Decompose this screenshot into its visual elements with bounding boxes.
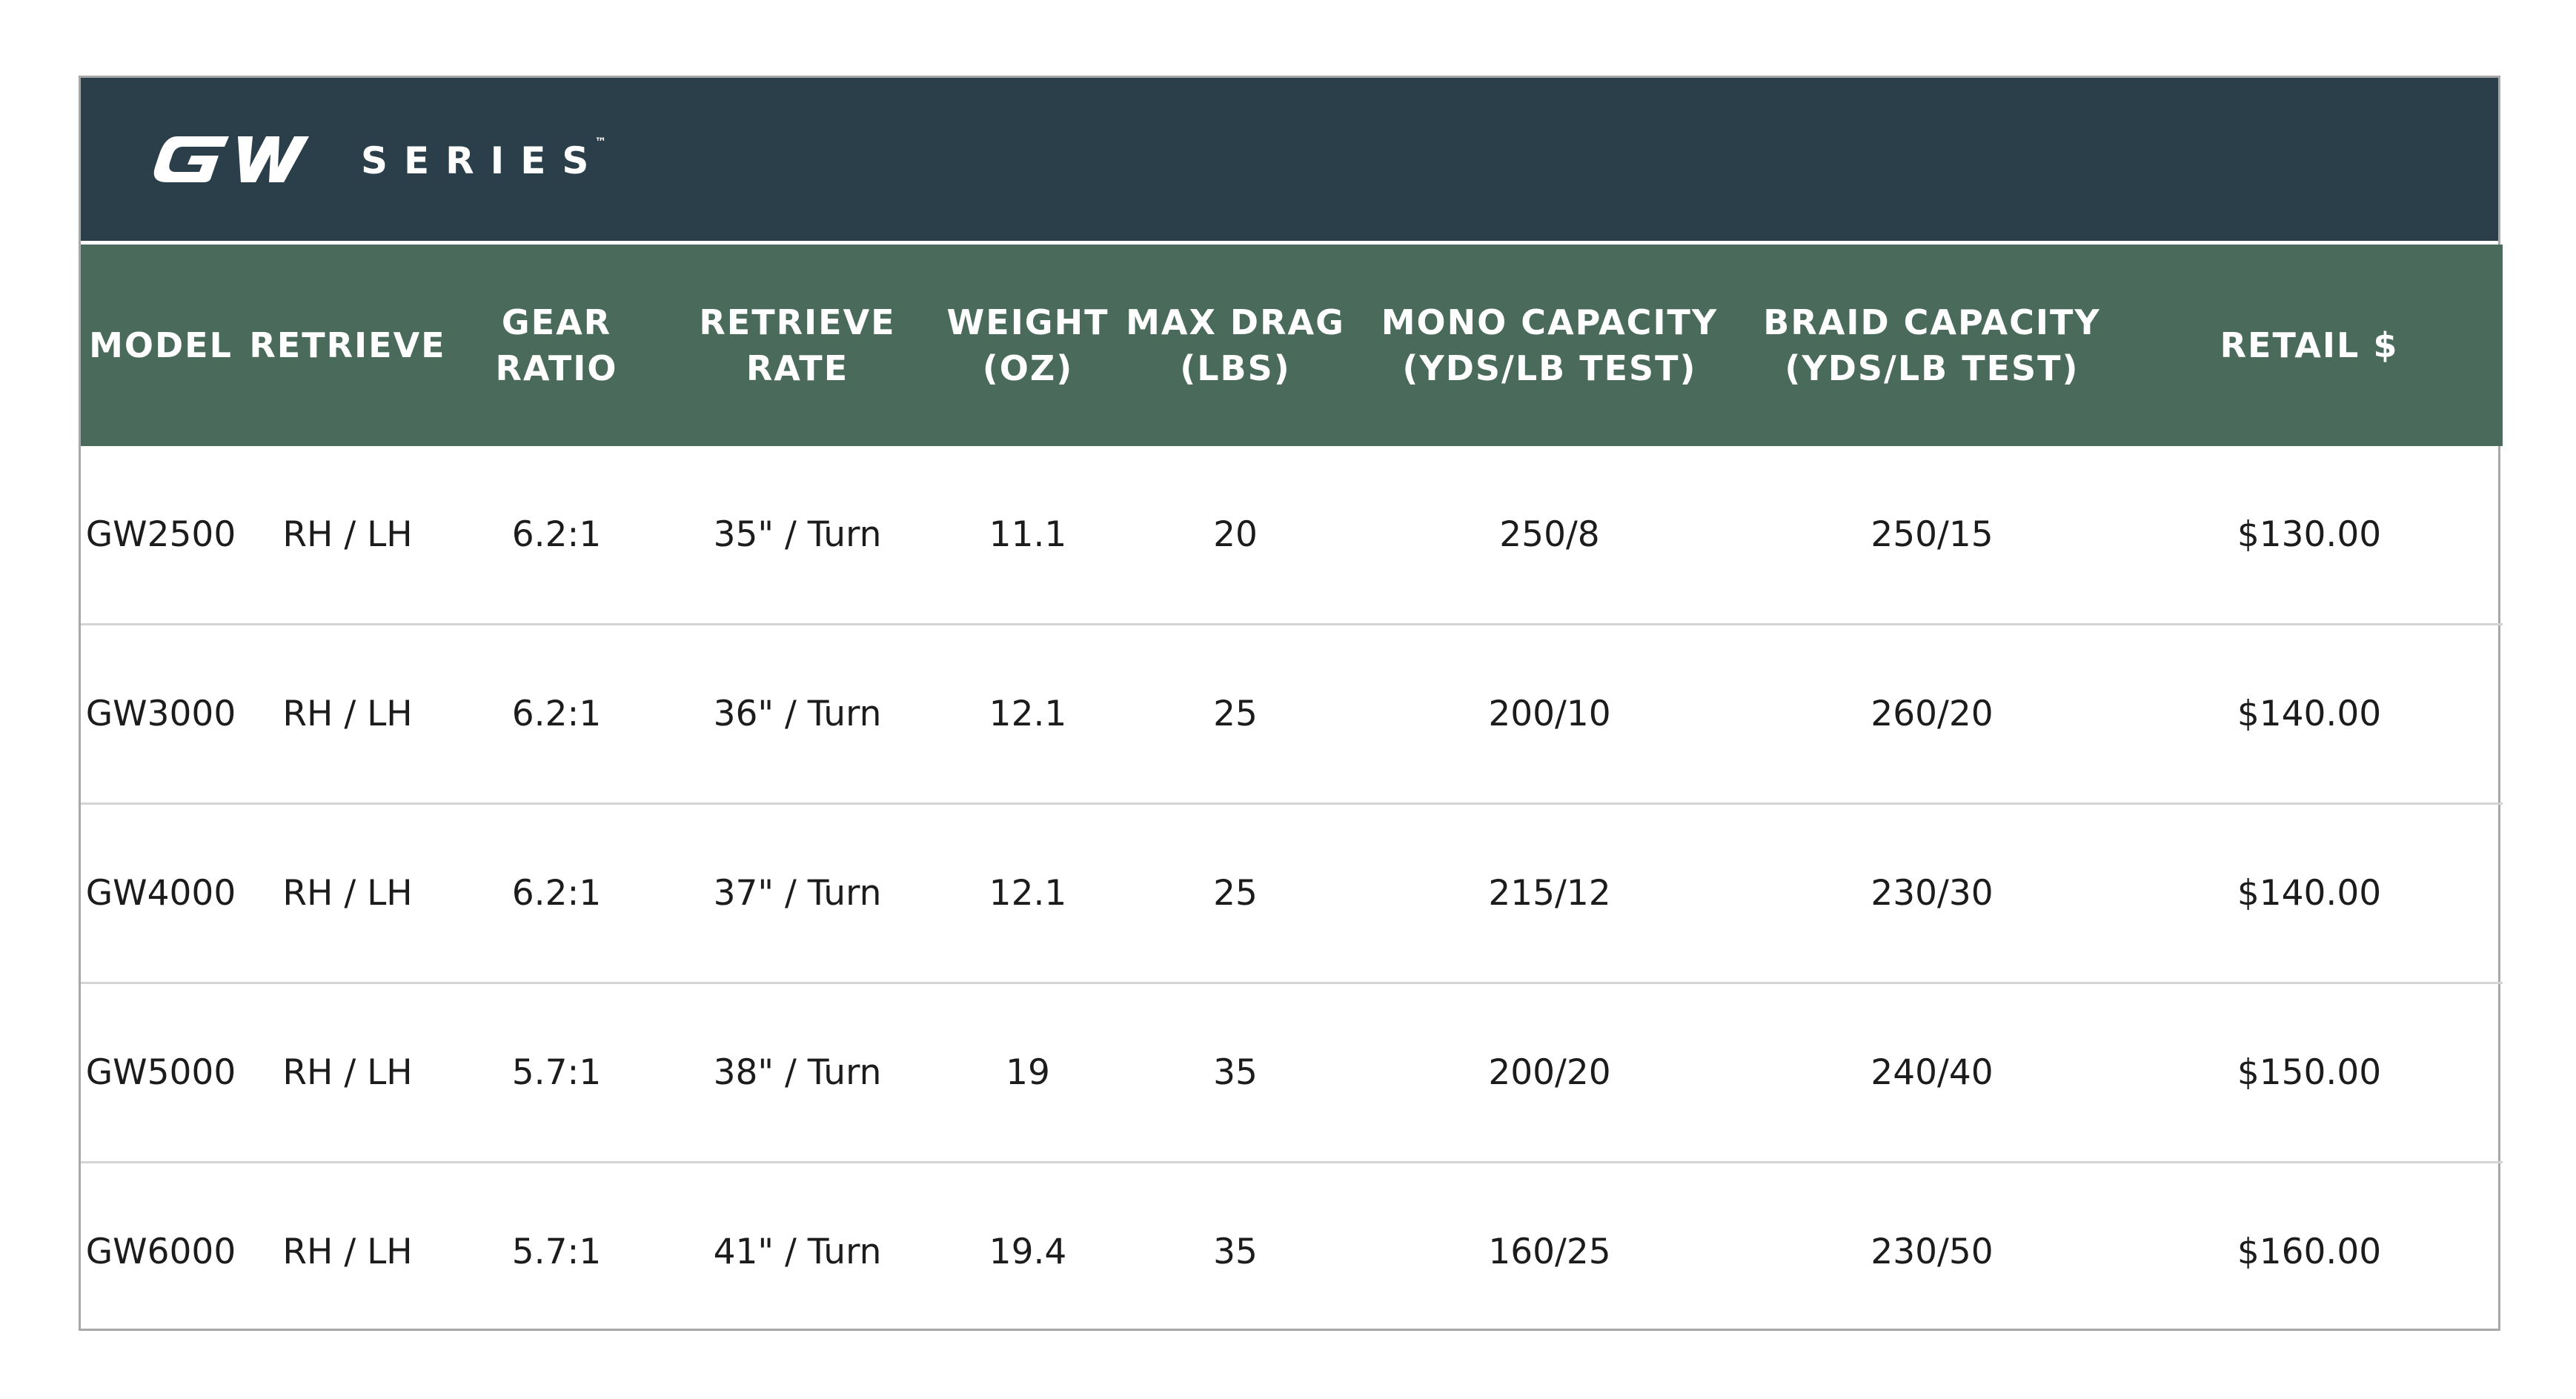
cell-retrieve: RH / LH	[241, 982, 454, 1163]
cell-retrieve-rate: 38" / Turn	[659, 982, 936, 1163]
cell-mono-capacity: 200/10	[1351, 623, 1748, 804]
cell-retrieve: RH / LH	[241, 802, 454, 983]
column-header-mono-capacity: MONO CAPACITY (YDS/LB TEST)	[1351, 245, 1748, 446]
cell-max-drag: 25	[1120, 802, 1351, 983]
cell-braid-capacity: 240/40	[1748, 982, 2116, 1163]
table-row: GW4000 RH / LH 6.2:1 37" / Turn 12.1 25 …	[81, 802, 2503, 983]
cell-model: GW6000	[81, 1161, 241, 1340]
column-header-retrieve: RETRIEVE	[241, 245, 454, 446]
cell-retrieve: RH / LH	[241, 623, 454, 804]
spec-table-card: SERIES™ MODEL RETRIEVE GEAR RATIO RETRIE…	[79, 76, 2503, 1340]
cell-retail-price: $160.00	[2116, 1161, 2503, 1340]
column-header-weight: WEIGHT (OZ)	[936, 245, 1120, 446]
cell-weight: 12.1	[936, 623, 1120, 804]
cell-retrieve: RH / LH	[282, 514, 413, 555]
cell-retail-price: $130.00	[2237, 514, 2382, 555]
trademark-symbol: ™	[594, 135, 607, 149]
cell-gear-ratio: 6.2:1	[454, 802, 659, 983]
cell-weight: 19	[936, 982, 1120, 1163]
table-row: GW2500 RH / LH 6.2:1 35" / Turn 11.1 20 …	[81, 446, 2503, 625]
cell-model: GW2500	[85, 514, 236, 555]
cell-gear-ratio: 5.7:1	[454, 1161, 659, 1340]
cell-model: GW5000	[81, 982, 241, 1163]
cell-gear-ratio: 5.7:1	[454, 982, 659, 1163]
cell-max-drag: 35	[1120, 982, 1351, 1163]
cell-retrieve-rate: 37" / Turn	[659, 802, 936, 983]
cell-braid-capacity: 250/15	[1870, 514, 1994, 555]
table-row: GW6000 RH / LH 5.7:1 41" / Turn 19.4 35 …	[81, 1161, 2503, 1340]
column-header-retail-price: RETAIL $	[2116, 245, 2503, 446]
column-header-model: MODEL	[81, 245, 241, 446]
cell-retail-price: $140.00	[2116, 802, 2503, 983]
specs-table: MODEL RETRIEVE GEAR RATIO RETRIEVE RATE …	[81, 245, 2503, 1340]
cell-mono-capacity: 160/25	[1351, 1161, 1748, 1340]
cell-braid-capacity: 260/20	[1748, 623, 2116, 804]
column-header-braid-capacity: BRAID CAPACITY (YDS/LB TEST)	[1748, 245, 2116, 446]
cell-weight: 12.1	[936, 802, 1120, 983]
brand-header: SERIES™	[81, 78, 2498, 245]
table-row: GW3000 RH / LH 6.2:1 36" / Turn 12.1 25 …	[81, 623, 2503, 804]
cell-retrieve-rate: 36" / Turn	[659, 623, 936, 804]
cell-weight: 19.4	[936, 1161, 1120, 1340]
column-header-max-drag: MAX DRAG (LBS)	[1120, 245, 1351, 446]
header-row: MODEL RETRIEVE GEAR RATIO RETRIEVE RATE …	[81, 245, 2503, 446]
table-row: GW5000 RH / LH 5.7:1 38" / Turn 19 35 20…	[81, 982, 2503, 1163]
cell-mono-capacity: 215/12	[1351, 802, 1748, 983]
cell-gear-ratio: 6.2:1	[454, 623, 659, 804]
cell-model: GW4000	[81, 802, 241, 983]
cell-retail-price: $140.00	[2116, 623, 2503, 804]
cell-retail-price: $150.00	[2116, 982, 2503, 1163]
cell-mono-capacity: 200/20	[1351, 982, 1748, 1163]
cell-mono-capacity: 250/8	[1499, 514, 1600, 555]
brand-logo: SERIES™	[147, 130, 606, 189]
cell-max-drag: 25	[1120, 623, 1351, 804]
cell-gear-ratio: 6.2:1	[511, 514, 602, 555]
cell-max-drag: 35	[1120, 1161, 1351, 1340]
cell-braid-capacity: 230/50	[1748, 1161, 2116, 1340]
gw-logo-mark	[153, 136, 309, 182]
cell-retrieve-rate: 41" / Turn	[659, 1161, 936, 1340]
column-header-retrieve-rate: RETRIEVE RATE	[659, 245, 936, 446]
series-label: SERIES™	[361, 135, 607, 182]
cell-braid-capacity: 230/30	[1748, 802, 2116, 983]
cell-max-drag: 20	[1213, 514, 1258, 555]
cell-model: GW3000	[81, 623, 241, 804]
cell-weight: 11.1	[989, 514, 1067, 555]
column-header-gear-ratio: GEAR RATIO	[454, 245, 659, 446]
cell-retrieve: RH / LH	[241, 1161, 454, 1340]
cell-retrieve-rate: 35" / Turn	[713, 514, 882, 555]
